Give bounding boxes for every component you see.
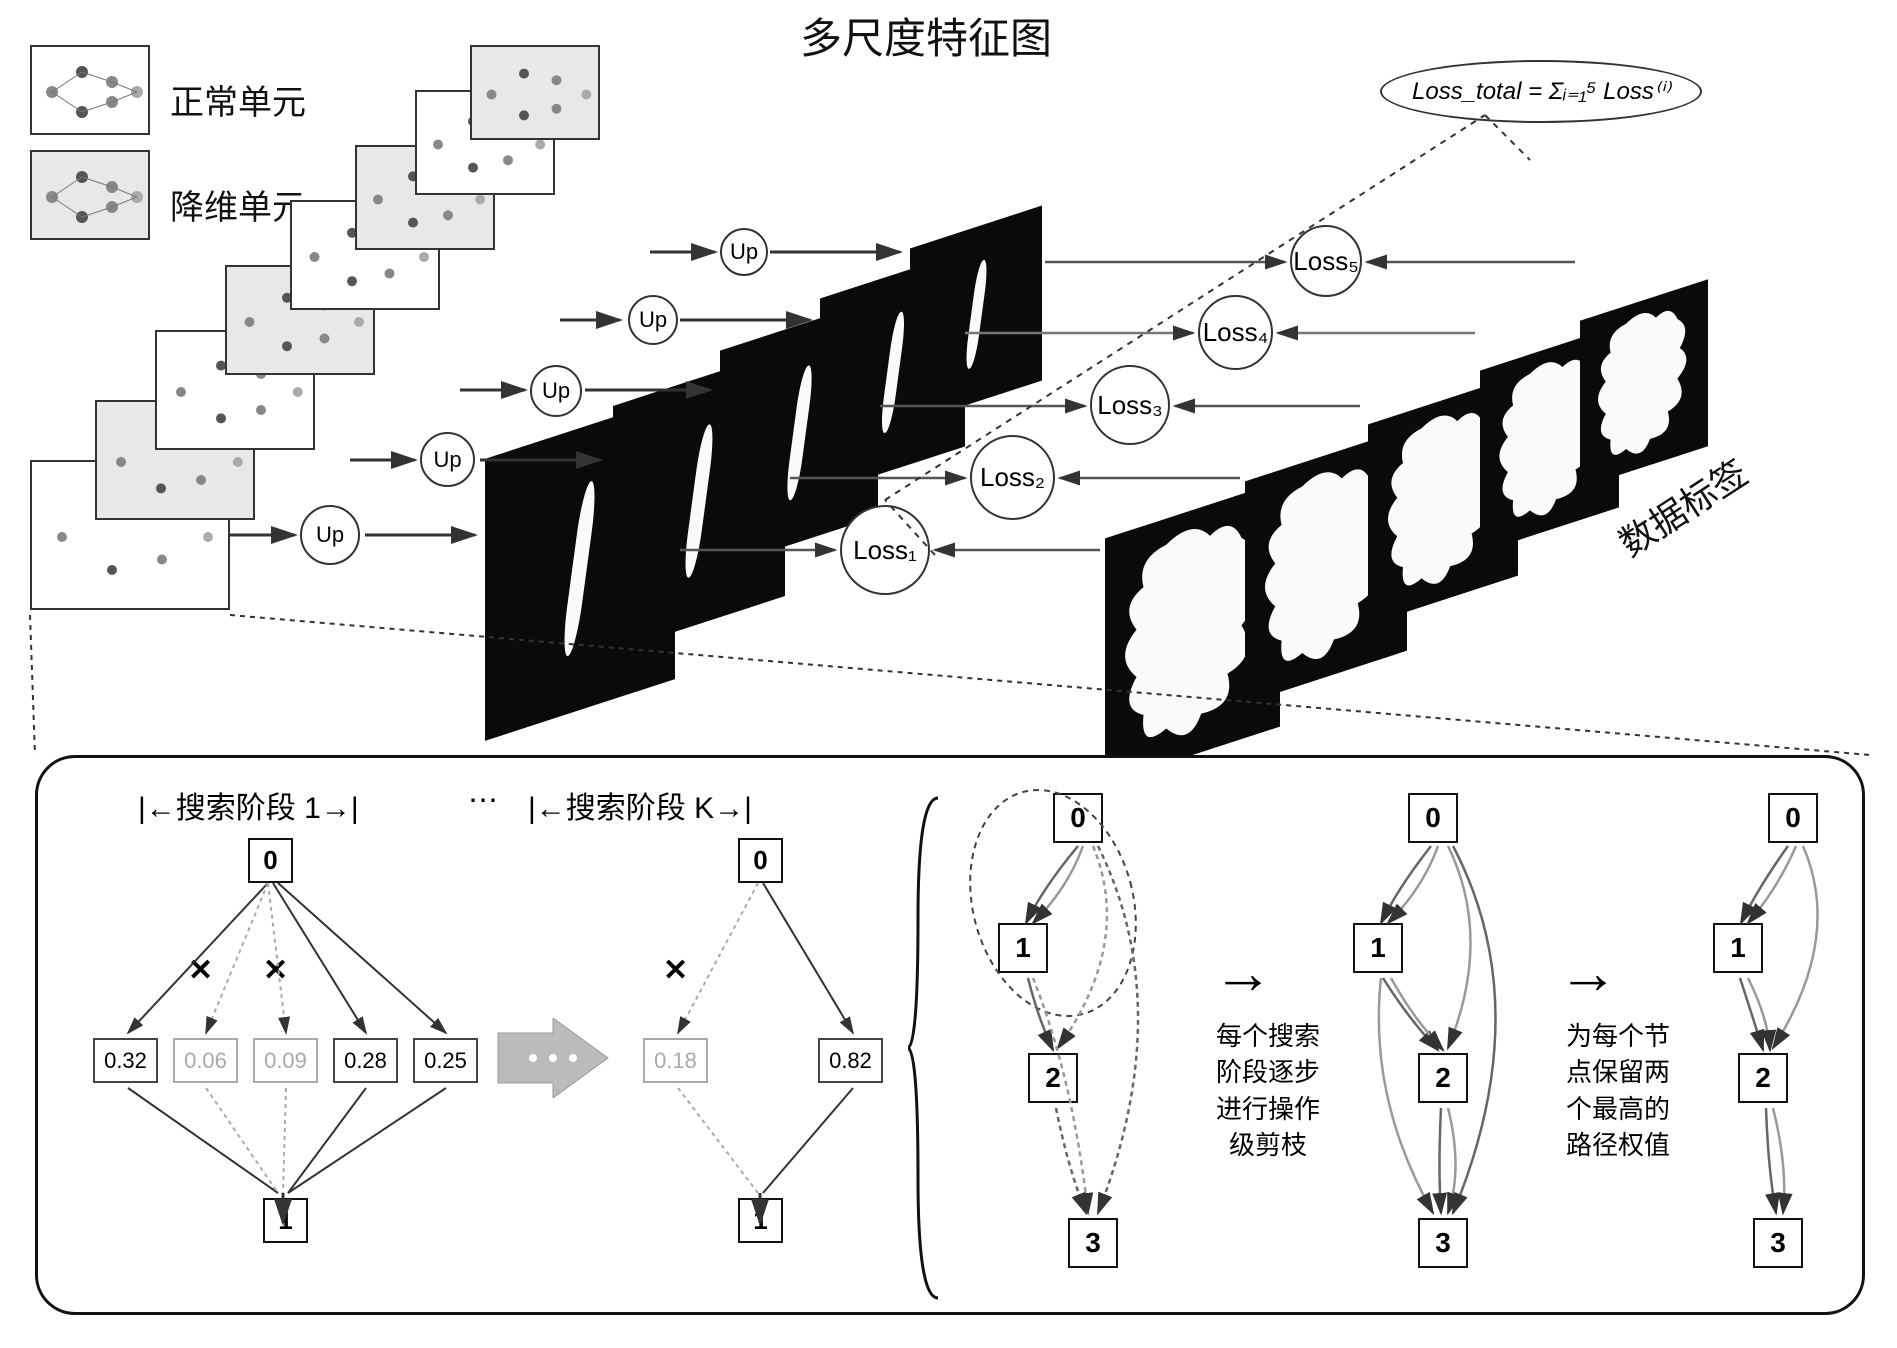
title-multiscale: 多尺度特征图: [800, 5, 1052, 66]
sk-edges: [618, 828, 918, 1348]
stage-ellipsis: ⋯: [468, 783, 498, 818]
legend-normal-cell-icon: [32, 47, 152, 137]
loss-formula: Loss_total = Σᵢ₌₁⁵ Loss⁽ⁱ⁾: [1380, 60, 1702, 123]
stagek-label: |←搜索阶段 K→|: [528, 783, 752, 827]
transition-arrow-icon: [493, 1018, 613, 1098]
stage1-label: |←搜索阶段 1→|: [138, 783, 359, 827]
bottom-panel: |←搜索阶段 1→| ⋯ |←搜索阶段 K→| 0 0.32 0.06 0.09…: [35, 755, 1865, 1315]
legend-reduction-cell-icon: [32, 152, 152, 242]
up-circle-3: Up: [628, 295, 678, 345]
loss-circle-3: Loss₃: [1090, 365, 1170, 445]
up-circle-0: Up: [300, 505, 360, 565]
g2-edges: [1313, 788, 1573, 1308]
legend-box: [30, 45, 150, 240]
cell-7: [470, 45, 600, 140]
g3-edges: [1678, 788, 1897, 1308]
ground-truth-4: [1580, 279, 1708, 488]
up-circle-4: Up: [720, 228, 768, 276]
feature-map-4: [910, 206, 1042, 424]
loss-circle-1: Loss₁: [840, 505, 930, 595]
loss-circle-2: Loss₂: [970, 435, 1055, 520]
loss-circle-4: Loss₄: [1198, 295, 1273, 370]
brace-icon: [908, 788, 948, 1308]
legend-normal-label: 正常单元: [170, 75, 306, 124]
desc2: 为每个节 点保留两 个最高的 路径权值: [1543, 1018, 1693, 1164]
loss-circle-5: Loss₅: [1290, 225, 1362, 297]
g-arrow2: →: [1558, 938, 1618, 1007]
up-circle-2: Up: [530, 365, 582, 417]
up-circle-1: Up: [420, 432, 475, 487]
g1-edges: [958, 788, 1218, 1308]
legend-reduction-label: 降维单元: [170, 180, 306, 229]
s1-edges: [78, 828, 538, 1348]
g-arrow1: →: [1213, 938, 1273, 1007]
